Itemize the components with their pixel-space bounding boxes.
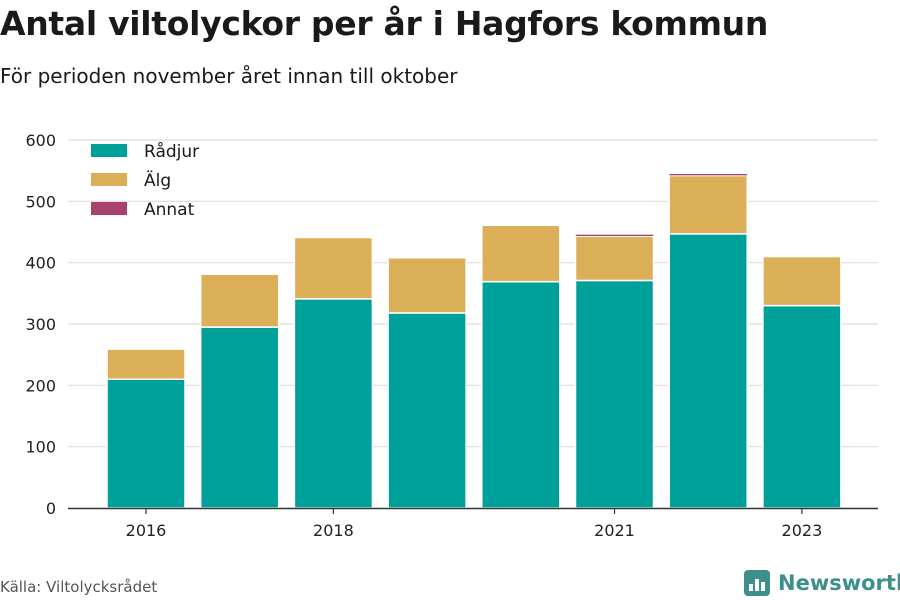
legend: Rådjur Älg Annat xyxy=(91,141,199,220)
bar-segment-älg-2017 xyxy=(199,273,280,328)
bar-segment-rådjur-2019 xyxy=(387,312,467,509)
y-tick-label: 100 xyxy=(25,438,56,457)
bar-segment-annat-2021 xyxy=(575,234,654,237)
legend-swatch-annat xyxy=(91,202,127,215)
legend-swatch-rådjur xyxy=(91,144,127,157)
bar-segment-rådjur-2021 xyxy=(574,279,655,509)
bar-segment-annat-2022 xyxy=(668,173,748,176)
x-tick-label: 2021 xyxy=(594,521,635,540)
y-tick-label: 600 xyxy=(25,131,56,150)
bar-segment-älg-2023 xyxy=(762,255,842,307)
bar-segment-älg-2016 xyxy=(106,348,186,380)
x-tick-label: 2023 xyxy=(782,521,823,540)
legend-label: Annat xyxy=(144,200,195,220)
bar-segment-rådjur-2020 xyxy=(481,280,561,509)
bar-segment-rådjur-2018 xyxy=(293,298,374,509)
bar-segment-rådjur-2016 xyxy=(106,378,186,509)
x-tick-label: 2016 xyxy=(126,521,167,540)
bar-segment-älg-2021 xyxy=(574,235,655,282)
bar-segment-älg-2018 xyxy=(293,236,374,300)
bar-segment-rådjur-2022 xyxy=(668,233,748,509)
chart-subtitle: För perioden november året innan till ok… xyxy=(0,64,458,88)
y-tick-label: 400 xyxy=(25,254,56,273)
bar-segment-rådjur-2023 xyxy=(762,304,842,509)
gridlines xyxy=(68,139,878,448)
source-note: Källa: Viltolycksrådet xyxy=(0,578,158,596)
legend-swatch-älg xyxy=(91,173,127,186)
bar-segment-älg-2019 xyxy=(387,257,467,314)
y-tick-label: 200 xyxy=(25,376,56,395)
y-tick-label: 0 xyxy=(46,499,56,518)
bar-segment-älg-2020 xyxy=(481,224,561,283)
y-tick-label: 500 xyxy=(25,192,56,211)
bar-chart-logo-icon xyxy=(744,570,770,596)
bar-segment-älg-2022 xyxy=(668,174,748,235)
x-axis-ticks: 2016 2018 2021 2023 xyxy=(126,508,823,540)
y-axis-ticks: 0 100 200 300 400 500 600 xyxy=(25,131,56,518)
legend-label: Rådjur xyxy=(144,141,199,162)
chart-title: Antal viltolyckor per år i Hagfors kommu… xyxy=(0,4,769,43)
y-tick-label: 300 xyxy=(25,315,56,334)
bar-segment-rådjur-2017 xyxy=(199,326,280,509)
x-tick-label: 2018 xyxy=(313,521,354,540)
legend-label: Älg xyxy=(144,170,171,191)
bars xyxy=(106,173,842,509)
brand-logo: Newsworthy xyxy=(744,570,900,596)
brand-name: Newsworthy xyxy=(778,571,900,595)
